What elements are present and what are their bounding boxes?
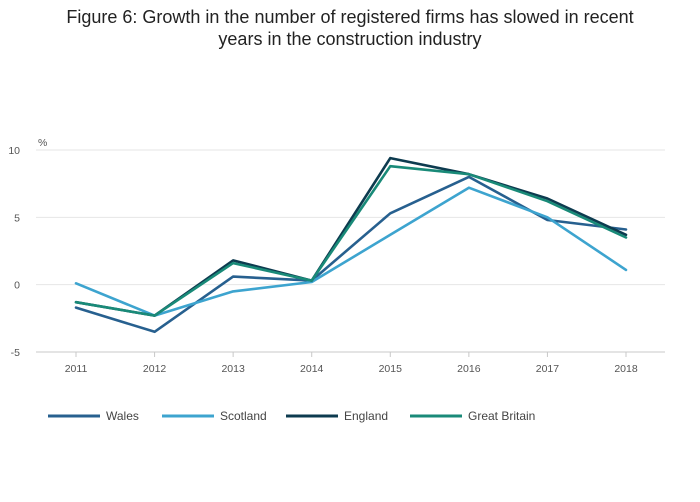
x-tick-label: 2017 [536, 363, 560, 375]
y-tick-label: 0 [14, 280, 20, 292]
chart-title-line-2: years in the construction industry [218, 29, 482, 49]
y-tick-label: -5 [11, 347, 20, 359]
legend-item-england: England [286, 409, 388, 423]
legend-item-great-britain: Great Britain [410, 409, 535, 423]
y-tick-label: 10 [8, 145, 20, 157]
x-tick-label: 2016 [457, 363, 481, 375]
legend-label: England [344, 409, 388, 423]
legend-label: Wales [106, 409, 139, 423]
series-line-england [74, 156, 628, 317]
x-tick-label: 2013 [221, 363, 245, 375]
y-tick-label: 5 [14, 212, 20, 224]
series-line-scotland [74, 186, 628, 317]
chart-title: Figure 6: Growth in the number of regist… [0, 6, 700, 50]
x-tick-label: 2015 [379, 363, 403, 375]
legend-label: Great Britain [468, 409, 535, 423]
legend-item-wales: Wales [48, 409, 139, 423]
x-tick-label: 2011 [65, 363, 88, 375]
grid-lines [36, 149, 665, 353]
legend-label: Scotland [220, 409, 267, 423]
y-axis-label: % [38, 137, 47, 149]
series-line-great-britain [74, 164, 628, 317]
x-tick-label: 2012 [143, 363, 167, 375]
x-tick-label: 2014 [300, 363, 324, 375]
x-tick-label: 2018 [614, 363, 638, 375]
legend-item-scotland: Scotland [162, 409, 267, 423]
chart-title-line-1: Figure 6: Growth in the number of regist… [66, 7, 634, 27]
